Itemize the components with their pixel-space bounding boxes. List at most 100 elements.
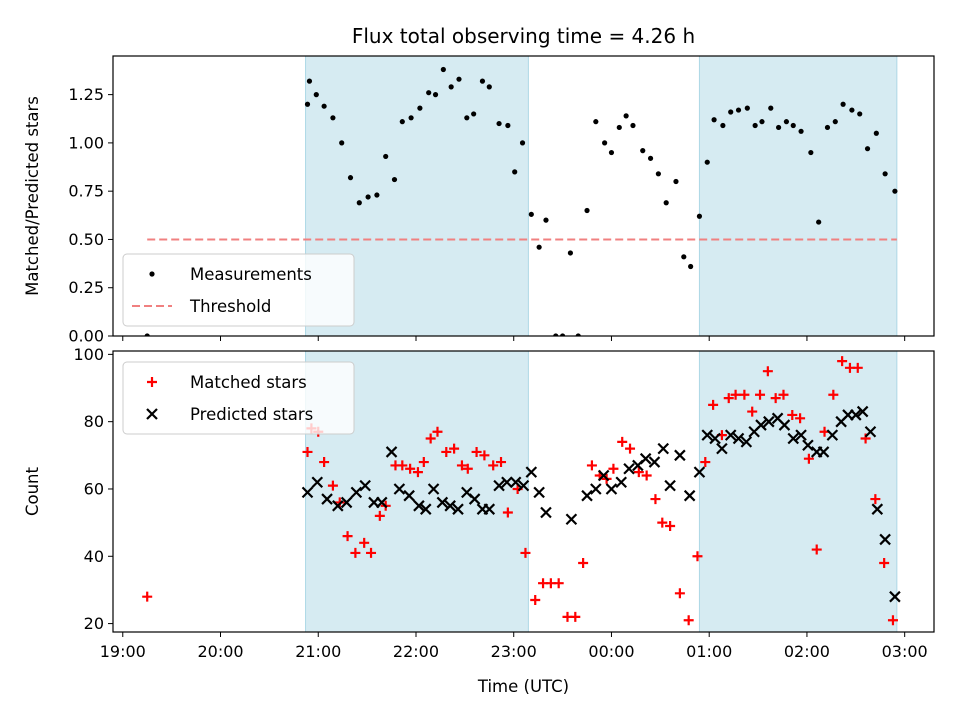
top-dot-point-0-40 [616,124,622,131]
top-dot-point-0-42 [630,122,636,129]
bottom-x-point-1-38 [648,456,661,468]
bottom-plus-point-0-41 [608,463,619,474]
bottom-plus-point-0-63 [787,409,798,420]
bottom-plus-point-0-49 [674,588,685,599]
bottom-x-point-1-54 [778,419,791,431]
bottom-x-point-1-8 [376,496,388,509]
bottom-ytick-label-1: 40 [84,547,104,566]
bottom-plus-point-0-57 [739,389,750,400]
top-dot-point-0-47 [673,178,679,185]
top-ytick-label-2: 0.50 [68,230,104,249]
bottom-plus-point-0-25 [479,450,490,461]
top-axes-frame [112,55,935,337]
bottom-plus-point-0-11 [374,510,385,521]
top-dot-point-0-23 [479,78,486,84]
bottom-x-point-1-67 [879,533,891,546]
bottom-x-point-1-6 [359,479,371,492]
top-dot-point-0-19 [448,84,454,90]
bottom-x-point-1-33 [605,483,618,495]
bottom-x-point-1-23 [501,476,513,489]
bottom-plus-point-0-48 [665,520,676,531]
top-dot-point-0-27 [512,169,518,175]
top-dot-point-0-53 [720,122,726,129]
top-dot-point-0-5 [330,115,336,121]
top-dot-point-0-52 [711,117,717,123]
bottom-x-point-1-9 [385,446,398,458]
bottom-x-point-1-3 [332,500,344,512]
bottom-x-point-1-0 [301,486,314,499]
top-dot-point-0-16 [426,90,432,96]
bottom-plus-point-0-52 [700,457,711,468]
bottom-x-point-1-4 [340,496,353,509]
top-dot-point-0-29 [528,211,534,217]
bottom-plus-point-0-27 [496,457,507,468]
bottom-legend-marker-0 [147,377,157,387]
bottom-y-axis-label: Count [23,466,42,516]
top-dot-point-0-51 [704,159,710,165]
bottom-plus-point-0-14 [397,460,408,471]
top-dot-point-0-72 [873,130,879,136]
top-dot-point-0-25 [496,120,502,127]
bottom-ytick-label-3: 80 [84,412,104,431]
top-dot-point-0-67 [832,119,838,125]
bottom-x-point-1-48 [732,432,745,445]
bottom-plus-point-0-19 [432,426,443,437]
bottom-x-point-1-63 [850,409,862,421]
bottom-x-point-1-11 [403,489,415,502]
bottom-plus-point-0-66 [811,544,822,555]
count-panel: 20 40 60 80 100 19:00 20:00 21:00 22:00 23:00 00:0… [23,345,935,696]
bottom-x-point-1-27 [533,486,545,499]
top-dot-point-0-0 [144,333,150,336]
top-ytick-label-5: 1.25 [68,85,104,104]
top-legend-label-1: Threshold [189,297,271,316]
bottom-x-point-1-1 [311,476,324,489]
top-dot-point-0-62 [790,122,796,129]
top-dot-point-0-17 [432,92,439,98]
bottom-plus-point-0-68 [828,389,839,400]
bottom-plus-point-0-55 [723,393,734,404]
top-legend: Measurements Threshold [122,253,355,327]
bottom-x-point-1-29 [565,513,578,526]
xtick-label-3: 22:00 [393,642,439,661]
bottom-plus-point-0-44 [633,467,644,478]
top-y-axis-label: Matched/Predicted stars [23,96,42,296]
xtick-label-6: 01:00 [686,642,732,661]
bottom-plus-point-0-46 [650,494,661,505]
bottom-x-point-1-24 [509,476,522,489]
bottom-plus-point-0-7 [342,531,353,542]
top-dot-point-0-26 [505,122,511,129]
top-dot-point-0-63 [798,128,804,134]
bottom-plus-point-0-69 [837,356,848,367]
bottom-x-point-1-5 [350,486,363,499]
bottom-legend: Matched stars Predicted stars [122,361,355,435]
bottom-x-point-1-42 [683,489,696,502]
bottom-x-point-1-47 [724,429,737,441]
bottom-ytick-label-4: 100 [73,345,104,364]
bottom-ytick-label-2: 60 [84,479,104,498]
bottom-legend-label-0: Matched stars [190,373,307,392]
top-dot-point-0-3 [313,92,319,98]
top-dot-point-0-45 [655,171,661,177]
bottom-plus-point-0-45 [641,470,652,481]
top-legend-label-0: Measurements [190,265,312,284]
top-dot-point-0-20 [456,76,462,82]
top-dot-point-0-12 [391,176,398,183]
bottom-x-point-1-59 [817,446,830,458]
top-dot-point-0-55 [735,107,742,113]
bottom-plus-point-0-37 [578,558,589,569]
bottom-x-point-1-15 [436,496,449,509]
bottom-plus-point-0-17 [418,457,429,468]
bottom-x-point-1-39 [657,442,670,455]
bottom-x-point-1-21 [483,503,496,515]
bottom-plus-point-0-71 [852,362,863,373]
bottom-plus-point-0-60 [762,366,773,377]
top-dot-point-0-73 [882,171,888,177]
bottom-plus-point-0-22 [456,460,467,471]
top-dot-point-0-8 [356,200,362,206]
bottom-plus-point-0-9 [359,537,370,548]
top-dot-point-0-38 [602,140,608,146]
top-dot-point-0-22 [471,111,477,117]
bottom-x-point-1-41 [674,449,686,462]
top-dot-point-0-71 [864,146,871,152]
top-dot-point-0-10 [374,192,380,198]
